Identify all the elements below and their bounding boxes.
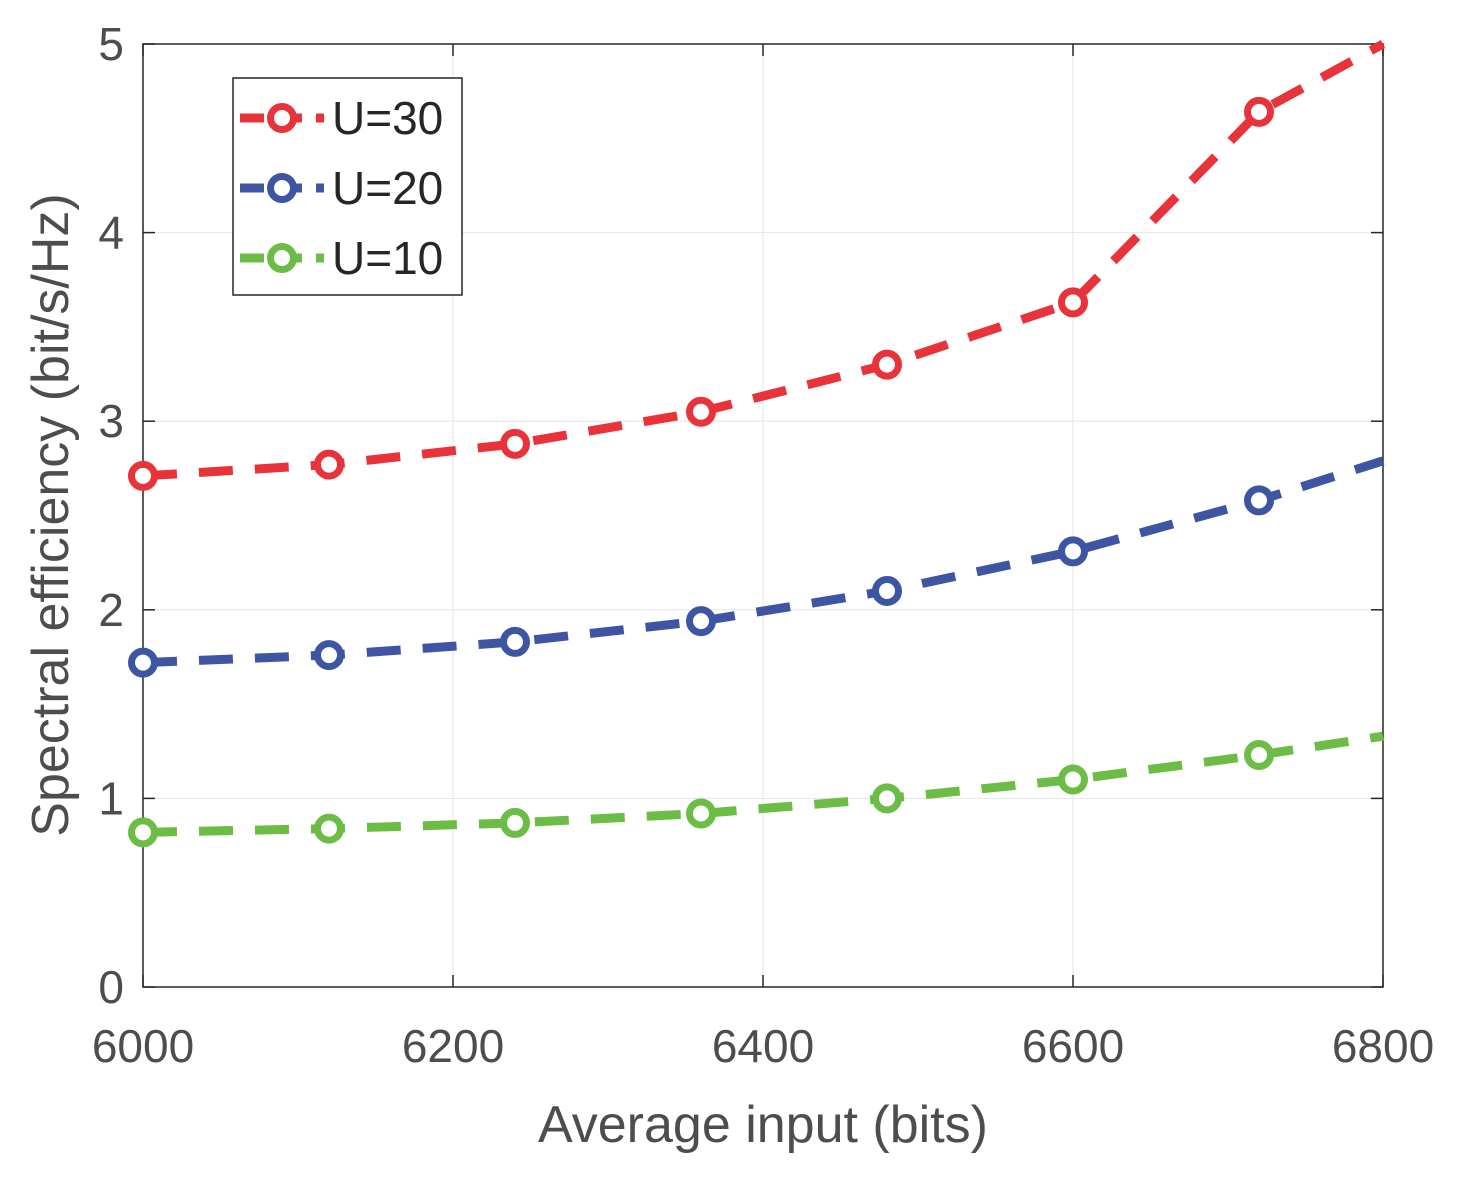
legend-label-u-30: U=30 bbox=[332, 92, 443, 144]
data-point-u-10 bbox=[128, 817, 158, 848]
y-axis-title: Spectral efficiency (bit/s/Hz) bbox=[22, 193, 80, 836]
y-tick-label: 5 bbox=[98, 18, 124, 70]
legend-marker-u-30 bbox=[267, 103, 297, 133]
x-tick-label: 6600 bbox=[1022, 1020, 1124, 1072]
legend-label-u-10: U=10 bbox=[332, 232, 443, 284]
legend-marker-u-20 bbox=[267, 173, 297, 203]
x-tick-label: 6400 bbox=[712, 1020, 814, 1072]
data-point-u-30 bbox=[500, 428, 530, 459]
x-axis-title: Average input (bits) bbox=[538, 1096, 988, 1154]
data-point-u-10 bbox=[1244, 740, 1274, 771]
data-point-u-30 bbox=[1058, 287, 1088, 318]
data-point-u-10 bbox=[314, 813, 344, 844]
data-point-u-20 bbox=[1058, 536, 1088, 567]
legend: U=30 U=20 U=10 bbox=[232, 77, 463, 296]
legend-item-u-20: U=20 bbox=[240, 162, 443, 214]
y-tick-label: 0 bbox=[98, 961, 124, 1013]
legend-label-u-20: U=20 bbox=[332, 162, 443, 214]
series-u-20 bbox=[128, 456, 1385, 678]
data-point-u-30 bbox=[686, 396, 716, 427]
data-point-u-10 bbox=[872, 783, 902, 814]
legend-items: U=30 U=20 U=10 bbox=[240, 92, 443, 284]
legend-item-u-30: U=30 bbox=[240, 92, 443, 144]
y-tick-label: 4 bbox=[98, 207, 124, 259]
data-point-u-20 bbox=[500, 626, 530, 657]
series-u-10 bbox=[128, 731, 1384, 848]
series-group bbox=[128, 40, 1386, 848]
axis-ticks bbox=[142, 43, 1384, 988]
data-point-u-10 bbox=[500, 807, 530, 838]
tick-labels: 6000 6200 6400 6600 6800 0 1 2 3 4 5 bbox=[92, 18, 1434, 1072]
data-point-u-20 bbox=[872, 575, 902, 606]
data-point-u-30 bbox=[872, 349, 902, 380]
data-point-u-20 bbox=[314, 640, 344, 671]
x-tick-label: 6200 bbox=[402, 1020, 504, 1072]
legend-marker-u-10 bbox=[267, 243, 297, 273]
x-tick-label: 6000 bbox=[92, 1020, 194, 1072]
data-point-u-20 bbox=[686, 606, 716, 637]
legend-item-u-10: U=10 bbox=[240, 232, 443, 284]
data-point-u-30 bbox=[128, 460, 158, 491]
y-tick-label: 3 bbox=[98, 395, 124, 447]
y-tick-label: 1 bbox=[98, 772, 124, 824]
y-tick-label: 2 bbox=[98, 584, 124, 636]
data-point-u-20 bbox=[1244, 485, 1274, 516]
series-line-u-10 bbox=[142, 731, 1384, 837]
data-point-u-30 bbox=[314, 449, 344, 480]
data-point-u-10 bbox=[686, 798, 716, 829]
data-point-u-20 bbox=[128, 647, 158, 678]
series-u-30 bbox=[128, 40, 1386, 491]
data-point-u-30 bbox=[1244, 96, 1274, 127]
x-tick-label: 6800 bbox=[1332, 1020, 1434, 1072]
data-point-u-10 bbox=[1058, 764, 1088, 795]
